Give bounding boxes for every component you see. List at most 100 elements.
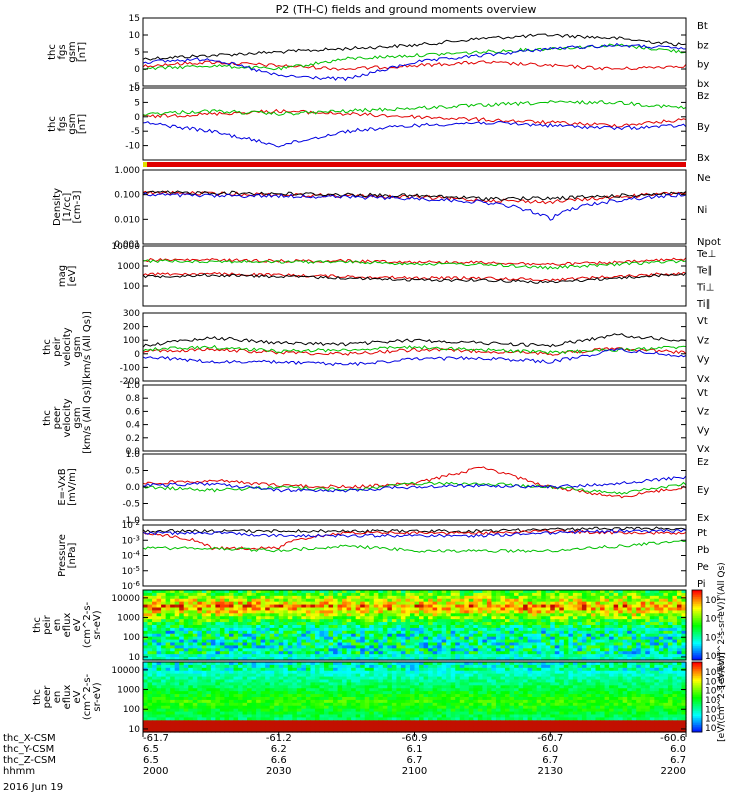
- spectrogram-cell: [527, 604, 533, 609]
- spectrogram-cell: [296, 627, 302, 632]
- spectrogram-cell: [224, 636, 230, 641]
- spectrogram-cell: [428, 619, 434, 623]
- spectrogram-cell: [283, 699, 289, 704]
- colorbar-cell: [692, 591, 702, 594]
- spectrogram-cell: [667, 662, 674, 666]
- spectrogram-cell: [373, 633, 379, 638]
- spectrogram-cell: [604, 595, 610, 600]
- spectrogram-cell: [550, 691, 556, 695]
- spectrogram-cell: [640, 662, 646, 666]
- spectrogram-cell: [305, 590, 312, 594]
- spectrogram-cell: [396, 604, 402, 609]
- spectrogram-cell: [296, 598, 302, 603]
- spectrogram-cell: [400, 670, 407, 675]
- spectrogram-cell: [247, 598, 253, 603]
- spectrogram-cell: [482, 616, 488, 620]
- spectrogram-cell: [428, 662, 434, 666]
- spectrogram-cell: [314, 685, 321, 689]
- spectrogram-cell: [676, 664, 683, 669]
- spectrogram-cell: [459, 662, 465, 666]
- spectrogram-cell: [604, 636, 610, 641]
- spectrogram-cell: [459, 645, 465, 649]
- spectrogram-cell: [274, 642, 280, 647]
- spectrogram-cell: [658, 679, 664, 684]
- spectrogram-cell: [609, 654, 615, 658]
- spectrogram-cell: [197, 630, 203, 635]
- spectrogram-cell: [468, 702, 474, 707]
- spectrogram-cell: [432, 598, 438, 603]
- y-tick-label: 0.2: [126, 434, 140, 444]
- spectrogram-cell: [228, 613, 235, 617]
- spectrogram-cell: [238, 607, 244, 612]
- spectrogram-cell: [672, 592, 678, 597]
- spectrogram-cell: [600, 651, 606, 655]
- spectrogram-cell: [152, 664, 158, 669]
- spectrogram-cell: [251, 625, 257, 629]
- spectrogram-cell: [391, 699, 397, 704]
- spectrogram-cell: [604, 688, 610, 692]
- spectrogram-cell: [563, 601, 569, 606]
- spectrogram-cell: [532, 619, 538, 623]
- spectrogram-cell: [319, 688, 325, 692]
- spectrogram-cell: [518, 691, 524, 695]
- spectrogram-cell: [663, 604, 669, 609]
- spectrogram-cell: [319, 642, 325, 647]
- spectrogram-cell: [400, 592, 407, 597]
- spectrogram-cell: [201, 705, 207, 710]
- spectrogram-cell: [423, 697, 429, 701]
- spectrogram-cell: [586, 667, 592, 672]
- spectrogram-cell: [649, 662, 655, 666]
- spectrogram-cell: [310, 639, 316, 644]
- spectrogram-cell: [609, 625, 615, 629]
- spectrogram-cell: [378, 664, 384, 669]
- spectrogram-cell: [414, 601, 420, 606]
- spectrogram-cell: [265, 639, 271, 644]
- spectrogram-cell: [622, 702, 628, 707]
- spectrogram-cell: [378, 636, 384, 641]
- spectrogram-cell: [378, 601, 384, 606]
- spectrogram-cell: [545, 607, 551, 612]
- spectrogram-cell: [446, 625, 452, 629]
- spectrogram-cell: [215, 613, 221, 617]
- spectrogram-cell: [486, 679, 493, 684]
- spectrogram-cell: [554, 595, 560, 600]
- spectrogram-cell: [432, 648, 438, 652]
- spectrogram-cell: [414, 682, 420, 686]
- spectrogram-cell: [600, 664, 606, 669]
- spectrogram-cell: [600, 610, 606, 614]
- spectrogram-cell: [197, 604, 203, 609]
- spectrogram-cell: [333, 613, 339, 617]
- spectrogram-cell: [468, 627, 474, 632]
- spectrogram-cell: [514, 642, 520, 647]
- spectrogram-cell: [437, 676, 443, 681]
- spectrogram-cell: [464, 685, 470, 689]
- spectrogram-cell: [414, 654, 420, 658]
- spectrogram-cell: [333, 679, 339, 684]
- spectrogram-cell: [265, 676, 271, 681]
- spectrogram-cell: [495, 613, 502, 617]
- spectrogram-cell: [219, 645, 226, 649]
- spectrogram-cell: [446, 691, 452, 695]
- spectrogram-cell: [260, 679, 266, 684]
- spectrogram-cell: [274, 694, 280, 698]
- spectrogram-cell: [437, 601, 443, 606]
- spectrogram-cell: [360, 685, 366, 689]
- spectrogram-cell: [636, 691, 642, 695]
- spectrogram-cell: [296, 685, 302, 689]
- spectrogram-cell: [319, 662, 325, 666]
- spectrogram-cell: [541, 625, 547, 629]
- spectrogram-cell: [541, 604, 547, 609]
- spectrogram-cell: [527, 694, 533, 698]
- spectrogram-cell: [215, 627, 221, 632]
- spectrogram-cell: [161, 691, 167, 695]
- spectrogram-cell: [238, 595, 244, 600]
- spectrogram-cell: [373, 694, 379, 698]
- spectrogram-cell: [419, 657, 425, 661]
- spectrogram-cell: [455, 685, 461, 689]
- spectrogram-cell: [667, 697, 674, 701]
- spectrogram-cell: [179, 694, 185, 698]
- spectrogram-cell: [455, 633, 461, 638]
- spectrogram-cell: [455, 697, 461, 701]
- spectrogram-cell: [219, 622, 226, 626]
- spectrogram-cell: [197, 688, 203, 692]
